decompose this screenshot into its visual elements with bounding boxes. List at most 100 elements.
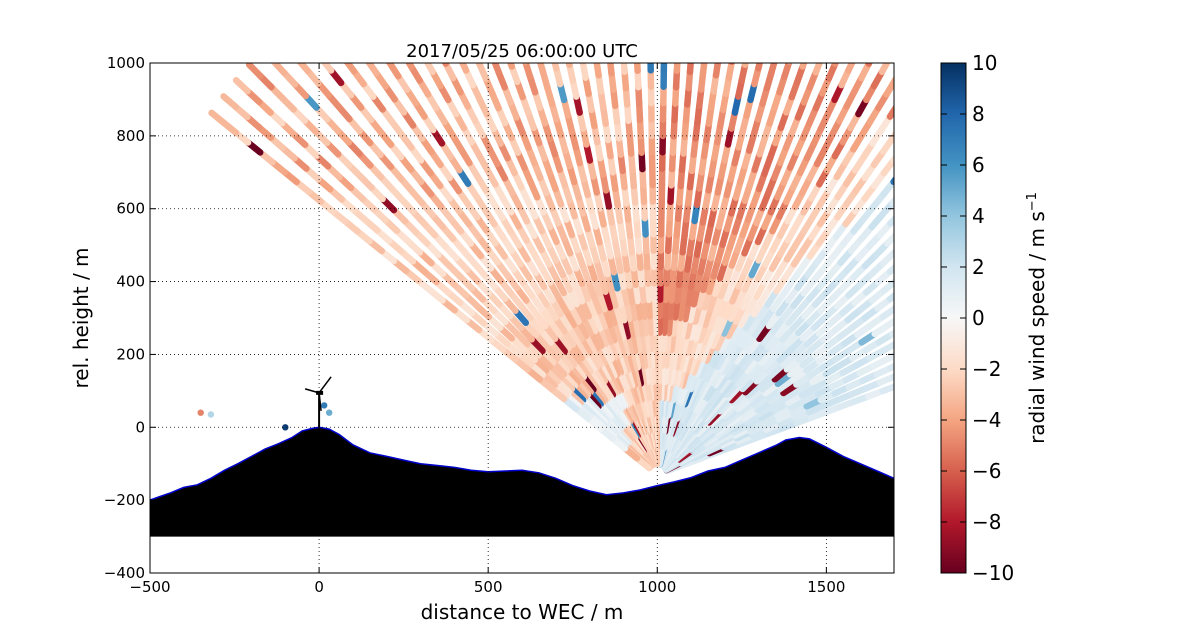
scan-segment [884, 317, 894, 329]
scan-segment [208, 109, 228, 127]
scan-segment [840, 0, 846, 12]
scan-segment [556, 1, 559, 17]
colorbar: 10 8 6 4 2 0 −2 −4 −6 −8 −10 radial wind speed / m… [940, 51, 1049, 585]
scan-segment [606, 25, 608, 41]
scan-segment [1065, 158, 1078, 167]
scan-segment [842, 34, 849, 49]
scan-segment [1021, 123, 1033, 134]
scan-segment [372, 36, 381, 49]
chart-title: 2017/05/25 06:00:00 UTC [406, 41, 638, 62]
scan-segment [893, 341, 894, 345]
scan-segment [1171, 279, 1185, 284]
scan-segment [893, 384, 894, 387]
scan-segment [989, 317, 1003, 324]
scan-segment [822, 42, 828, 57]
scan-segment [270, 63, 277, 65]
scan-segment [983, 348, 997, 353]
scan-segment [712, 63, 722, 79]
scan-segment [469, 0, 475, 12]
scan-segment [387, 26, 395, 40]
scan-segment [1096, 182, 1109, 190]
scan-segment [978, 291, 992, 298]
plot-frame [149, 62, 895, 574]
terrain-fill [150, 427, 894, 537]
scan-segment [544, 21, 548, 37]
scan-segment [694, 7, 695, 23]
scan-segment [972, 279, 985, 287]
scan-segment [996, 71, 1006, 83]
scan-segment [540, 5, 544, 21]
y-tick-label: 1000 [107, 54, 145, 72]
scan-segment [409, 0, 416, 6]
scan-segment [879, 383, 894, 395]
scan-segment [1083, 190, 1096, 198]
scan-segment [1089, 139, 1102, 148]
scan-segment [1005, 241, 1018, 249]
scan-segment [322, 0, 331, 8]
scan-segment [1005, 276, 1019, 283]
scan-segment [707, 25, 709, 41]
scan-segment [786, 63, 793, 65]
scan-segment [510, 15, 515, 30]
scan-segment [349, 34, 358, 47]
scan-segment [505, 0, 510, 15]
scan-outlier [326, 409, 333, 416]
x-tick-label: 0 [314, 578, 324, 596]
scan-segment [1059, 285, 1073, 291]
scan-outlier [321, 402, 328, 409]
scan-segment [1100, 224, 1114, 231]
scan-segment [607, 63, 615, 77]
scan-segment [432, 0, 439, 12]
scan-segment [998, 297, 1012, 304]
scan-segment [880, 341, 894, 354]
scan-segment [914, 145, 924, 157]
scan-segment [1033, 113, 1044, 124]
scan-segment [1129, 253, 1143, 259]
scan-segment [678, 38, 679, 54]
x-axis-title: distance to WEC / m [421, 600, 624, 624]
scan-segment [912, 39, 920, 53]
scan-segment [861, 0, 868, 4]
scan-segment [1164, 259, 1178, 265]
scan-segment [718, 43, 720, 59]
scan-segment [1127, 209, 1141, 216]
scan-segment [1003, 310, 1017, 316]
scan-segment [1008, 324, 1022, 330]
scan-segment [989, 20, 999, 33]
scan-segment [932, 97, 942, 110]
scan-segment [973, 189, 985, 199]
turbine-nacelle [316, 390, 324, 395]
scan-beam [270, 63, 654, 471]
scan-segment [921, 281, 934, 290]
scan-segment [799, 15, 804, 30]
scan-segment [343, 63, 358, 75]
scan-segment [1009, 84, 1020, 96]
scan-segment [960, 0, 969, 9]
plot-area [149, 0, 1185, 574]
scan-segment [780, 25, 784, 41]
scan-segment [1091, 113, 1103, 123]
scan-segment [1115, 259, 1129, 265]
scan-segment [762, 37, 766, 53]
scan-segment [693, 23, 694, 39]
colorbar-tick-label: −8 [972, 510, 1001, 534]
scan-segment [1087, 165, 1100, 174]
scan-segment [552, 0, 555, 1]
scan-segment [738, 13, 741, 29]
scan-segment [1041, 50, 1052, 62]
scan-segment [986, 271, 999, 279]
scan-segment [1142, 290, 1156, 295]
scan-segment [395, 39, 403, 53]
scan-segment [999, 121, 1010, 132]
scan-segment [1099, 306, 1113, 311]
scan-segment [878, 63, 891, 76]
scan-segment [913, 2, 921, 16]
colorbar-tick-label: −4 [972, 408, 1001, 432]
scan-segment [1010, 134, 1022, 145]
scan-segment [311, 46, 321, 58]
wind-turbine [304, 376, 332, 428]
scan-segment [401, 16, 409, 30]
scan-segment [537, 0, 541, 5]
scan-segment [975, 8, 984, 21]
scan-segment [423, 63, 436, 76]
